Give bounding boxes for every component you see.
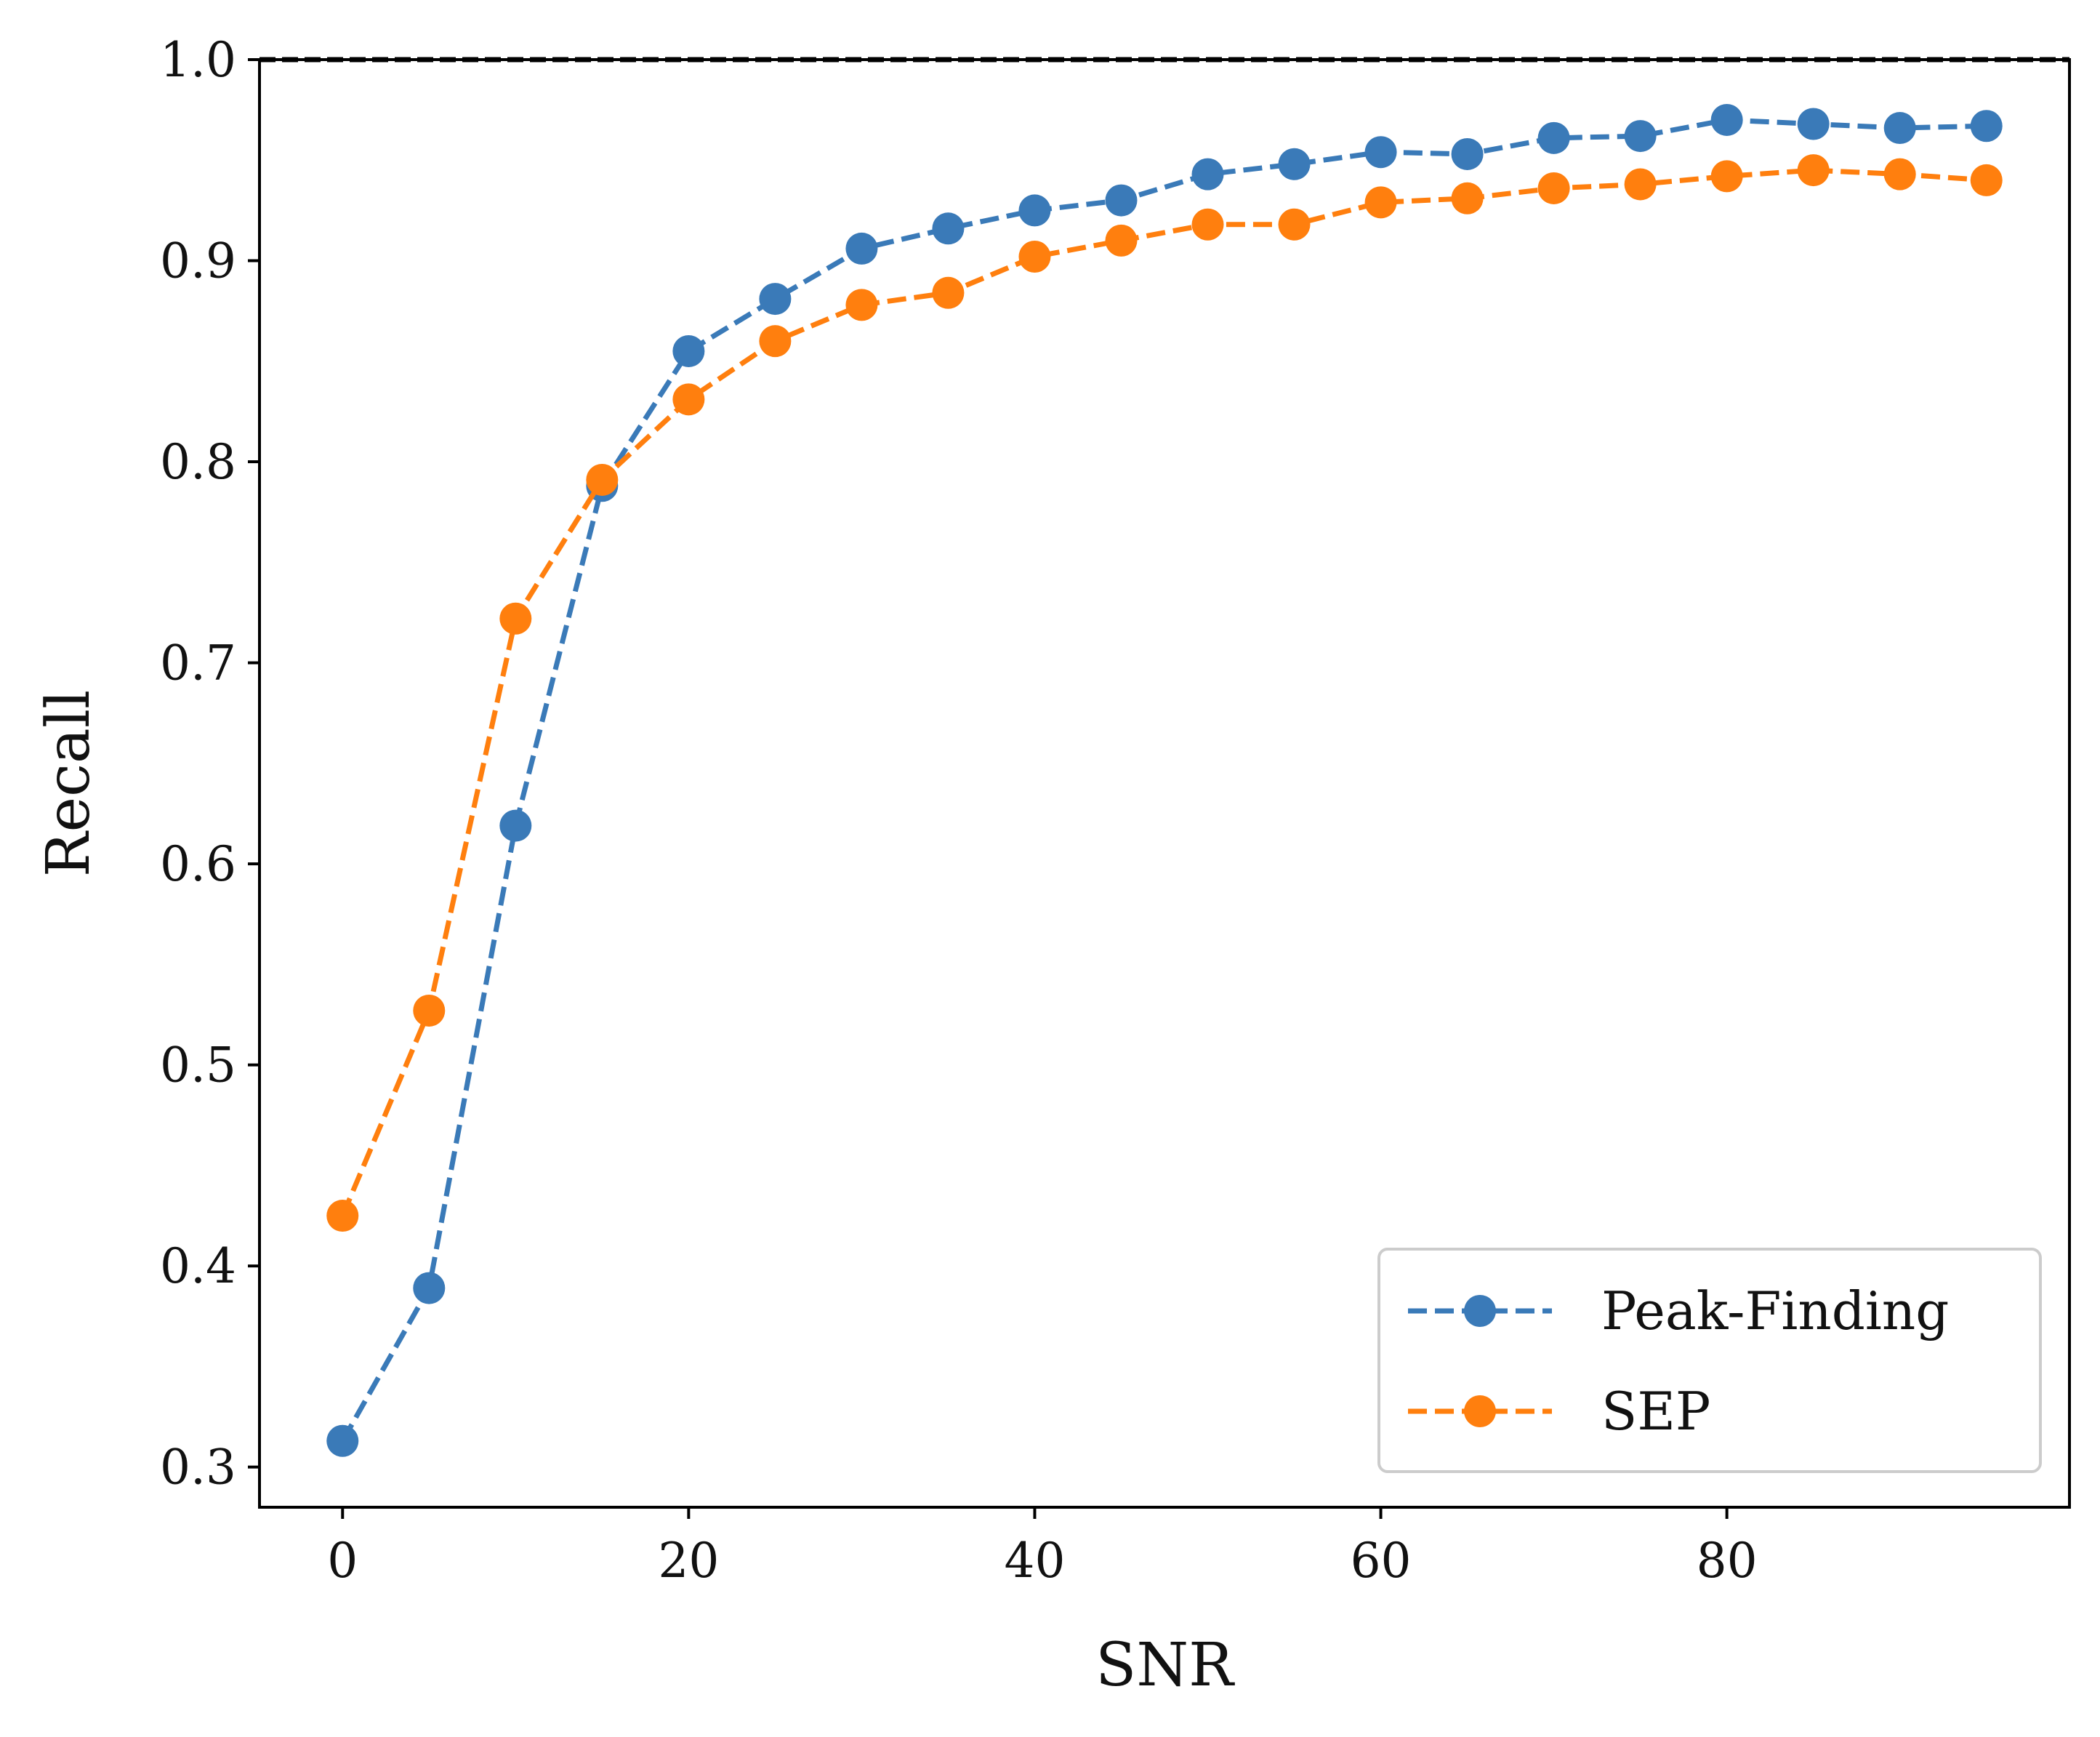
x-axis-label: SNR <box>1095 1631 1235 1700</box>
data-point-peak-finding <box>1537 121 1570 154</box>
data-point-peak-finding <box>1797 108 1830 140</box>
data-point-peak-finding <box>1278 148 1311 180</box>
data-point-peak-finding <box>672 334 705 367</box>
data-point-sep <box>1451 182 1484 214</box>
y-tick-label: 1.0 <box>160 32 236 88</box>
x-tick-label: 0 <box>327 1533 358 1589</box>
x-tick-label: 80 <box>1697 1533 1758 1589</box>
data-point-peak-finding <box>413 1272 446 1304</box>
y-tick-label: 0.6 <box>160 836 236 892</box>
data-point-peak-finding <box>1451 137 1484 170</box>
x-tick-label: 40 <box>1004 1533 1065 1589</box>
data-point-sep <box>1883 158 1916 190</box>
data-point-peak-finding <box>1710 103 1743 136</box>
data-point-sep <box>1364 186 1397 219</box>
data-point-peak-finding <box>1883 112 1916 145</box>
data-point-peak-finding <box>1191 158 1224 190</box>
series-line-sep <box>340 167 1987 1217</box>
data-point-sep <box>1537 172 1570 204</box>
y-tick-label: 0.9 <box>160 233 236 289</box>
y-tick-label: 0.3 <box>160 1440 236 1496</box>
plot-frame <box>258 58 2071 1509</box>
y-tick-label: 0.7 <box>160 635 236 691</box>
legend-marker-peak-finding <box>1464 1295 1496 1327</box>
data-point-peak-finding <box>1018 194 1051 227</box>
x-axis-ticks: 0 20 40 60 80 <box>327 1507 1758 1589</box>
data-point-sep <box>1278 208 1311 241</box>
y-tick-label: 0.8 <box>160 434 236 490</box>
data-point-sep <box>845 289 878 321</box>
x-tick-label: 20 <box>658 1533 719 1589</box>
legend-marker-sep <box>1464 1395 1496 1427</box>
data-point-peak-finding <box>1364 136 1397 169</box>
data-point-peak-finding <box>499 809 532 842</box>
x-tick-label: 60 <box>1351 1533 1412 1589</box>
plot-area <box>260 57 2069 1457</box>
y-tick-label: 0.5 <box>160 1038 236 1094</box>
data-point-sep <box>1710 160 1743 193</box>
data-point-sep <box>1970 164 2003 196</box>
data-point-sep <box>1797 154 1830 187</box>
data-point-sep <box>1191 208 1224 241</box>
y-axis-label: Recall <box>34 690 103 878</box>
data-point-sep <box>759 325 792 358</box>
legend: Peak-Finding SEP <box>1377 1248 2042 1473</box>
data-point-peak-finding <box>1105 184 1138 217</box>
y-tick-label: 0.4 <box>160 1238 236 1294</box>
data-point-peak-finding <box>759 283 792 316</box>
data-point-peak-finding <box>845 232 878 265</box>
y-axis-ticks: 0.3 0.4 0.5 0.6 0.7 0.8 0.9 1.0 <box>160 32 260 1496</box>
data-point-sep <box>1018 240 1051 273</box>
data-point-sep <box>586 463 619 496</box>
data-point-sep <box>672 383 705 416</box>
data-point-sep <box>413 994 446 1027</box>
data-point-sep <box>932 276 965 309</box>
data-point-peak-finding <box>1970 110 2003 143</box>
legend-box <box>1377 1248 2042 1473</box>
data-point-sep <box>1105 224 1138 257</box>
data-point-peak-finding <box>326 1424 359 1457</box>
series-line-peak-finding <box>340 117 1987 1443</box>
data-point-sep <box>326 1200 359 1232</box>
data-point-peak-finding <box>932 212 965 245</box>
legend-label-sep: SEP <box>1601 1381 1710 1442</box>
series-layer <box>326 103 2003 1457</box>
data-point-sep <box>1624 168 1657 201</box>
data-point-peak-finding <box>1624 120 1657 153</box>
legend-label-peak-finding: Peak-Finding <box>1601 1280 1949 1341</box>
data-point-sep <box>499 602 532 635</box>
